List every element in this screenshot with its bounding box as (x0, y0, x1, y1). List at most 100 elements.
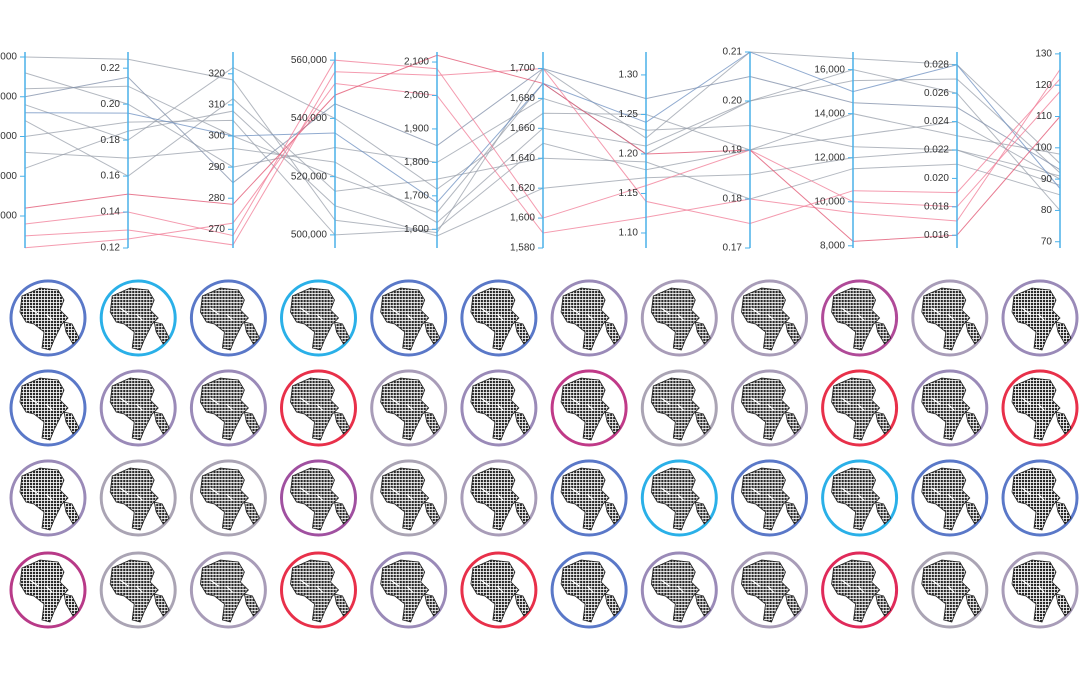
tick-label: 130 (1035, 49, 1052, 60)
tick-label: 1,620 (510, 183, 535, 194)
tick-label: 1.30 (619, 70, 639, 81)
tick-label: 0.022 (924, 145, 949, 156)
tick-label: 1.10 (619, 228, 639, 239)
tick-label: ,000 (0, 211, 17, 222)
tick-label: 0.020 (924, 173, 949, 184)
thumbnail (9, 551, 87, 629)
thumbnail (640, 551, 718, 629)
tick-label: 1,580 (510, 243, 535, 254)
tick-label: 1.20 (619, 149, 639, 160)
tick-label: 500,000 (291, 230, 328, 241)
tick-label: 560,000 (291, 55, 328, 66)
tick-label: 270 (208, 224, 225, 235)
thumbnail (280, 279, 357, 357)
thumbnail (460, 369, 538, 447)
thumbnail (189, 459, 267, 537)
thumbnail (911, 459, 989, 537)
tick-label: 1,640 (510, 153, 535, 164)
thumbnail (280, 369, 357, 447)
thumbnail (640, 279, 718, 357)
tick-label: 12,000 (814, 152, 845, 163)
tick-label: 1,660 (510, 123, 535, 134)
thumbnail (731, 369, 808, 447)
thumbnail (821, 459, 899, 537)
thumbnail (189, 369, 267, 447)
tick-label: 310 (208, 100, 225, 111)
thumbnail (460, 279, 538, 357)
thumbnail (189, 279, 267, 357)
thumbnail (1001, 279, 1079, 357)
thumbnail (460, 459, 538, 537)
tick-label: 0.21 (723, 47, 743, 58)
tick-label: 0.20 (101, 99, 121, 110)
thumbnail (370, 459, 448, 537)
thumbnail (280, 551, 357, 629)
thumbnail (1001, 369, 1079, 447)
tick-label: ,000 (0, 131, 17, 142)
tick-label: 1.25 (619, 109, 639, 120)
thumbnail (640, 369, 718, 447)
tick-label: 0.024 (924, 116, 949, 127)
thumbnail (99, 279, 177, 357)
tick-label: 0,000 (0, 171, 17, 182)
tick-label: 0.17 (723, 243, 743, 254)
thumbnail (460, 551, 538, 629)
tick-label: 320 (208, 68, 225, 79)
tick-label: 0.20 (723, 96, 743, 107)
thumbnail (821, 551, 899, 629)
tick-label: 90 (1041, 174, 1053, 185)
thumbnail (189, 551, 267, 629)
tick-label: 520,000 (291, 171, 328, 182)
tick-label: 0.19 (723, 145, 743, 156)
thumbnail (640, 459, 718, 537)
tick-label: 2,000 (404, 90, 429, 101)
tick-label: 0.026 (924, 88, 949, 99)
thumbnail-grid (9, 279, 1079, 629)
tick-label: 0.14 (101, 207, 121, 218)
thumbnail (9, 369, 87, 447)
thumbnail (731, 551, 808, 629)
tick-label: 300 (208, 131, 225, 142)
tick-label: 1,680 (510, 93, 535, 104)
tick-label: 70 (1041, 236, 1053, 247)
tick-label: 0.18 (723, 194, 743, 205)
thumbnail (821, 279, 899, 357)
tick-label: 16,000 (814, 64, 845, 75)
tick-label: 1,700 (510, 63, 535, 74)
tick-label: 2,100 (404, 57, 429, 68)
tick-label: 0.18 (101, 135, 121, 146)
tick-label: 0.22 (101, 63, 121, 74)
tick-label: 1,800 (404, 157, 429, 168)
thumbnail (370, 551, 448, 629)
thumbnail (550, 459, 628, 537)
tick-label: 1,600 (404, 224, 429, 235)
tick-label: 1.15 (619, 188, 639, 199)
thumbnail (1001, 459, 1079, 537)
thumbnail (550, 551, 628, 629)
thumbnail (731, 459, 808, 537)
tick-label: 280 (208, 193, 225, 204)
tick-label: 0.12 (101, 243, 121, 254)
tick-label: 10,000 (814, 196, 845, 207)
thumbnail (370, 279, 448, 357)
thumbnail (911, 369, 989, 447)
tick-label: 80 (1041, 205, 1053, 216)
tick-label: 0.016 (924, 230, 949, 241)
tick-label: 1,900 (404, 124, 429, 135)
thumbnail (99, 551, 177, 629)
tick-label: 120 (1035, 80, 1052, 91)
thumbnail (280, 459, 357, 537)
tick-label: 540,000 (291, 113, 328, 124)
thumbnail (821, 369, 899, 447)
tick-label: 100 (1035, 142, 1052, 153)
thumbnail (9, 459, 87, 537)
thumbnail (911, 279, 989, 357)
tick-label: 1,700 (404, 190, 429, 201)
thumbnail (731, 279, 808, 357)
tick-label: 0,000 (0, 91, 17, 102)
tick-label: 0.018 (924, 201, 949, 212)
thumbnail (99, 369, 177, 447)
tick-label: 0,000 (0, 52, 17, 63)
thumbnail (99, 459, 177, 537)
